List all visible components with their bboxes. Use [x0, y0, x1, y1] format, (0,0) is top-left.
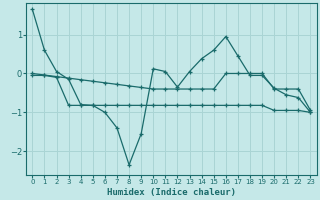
X-axis label: Humidex (Indice chaleur): Humidex (Indice chaleur) [107, 188, 236, 197]
